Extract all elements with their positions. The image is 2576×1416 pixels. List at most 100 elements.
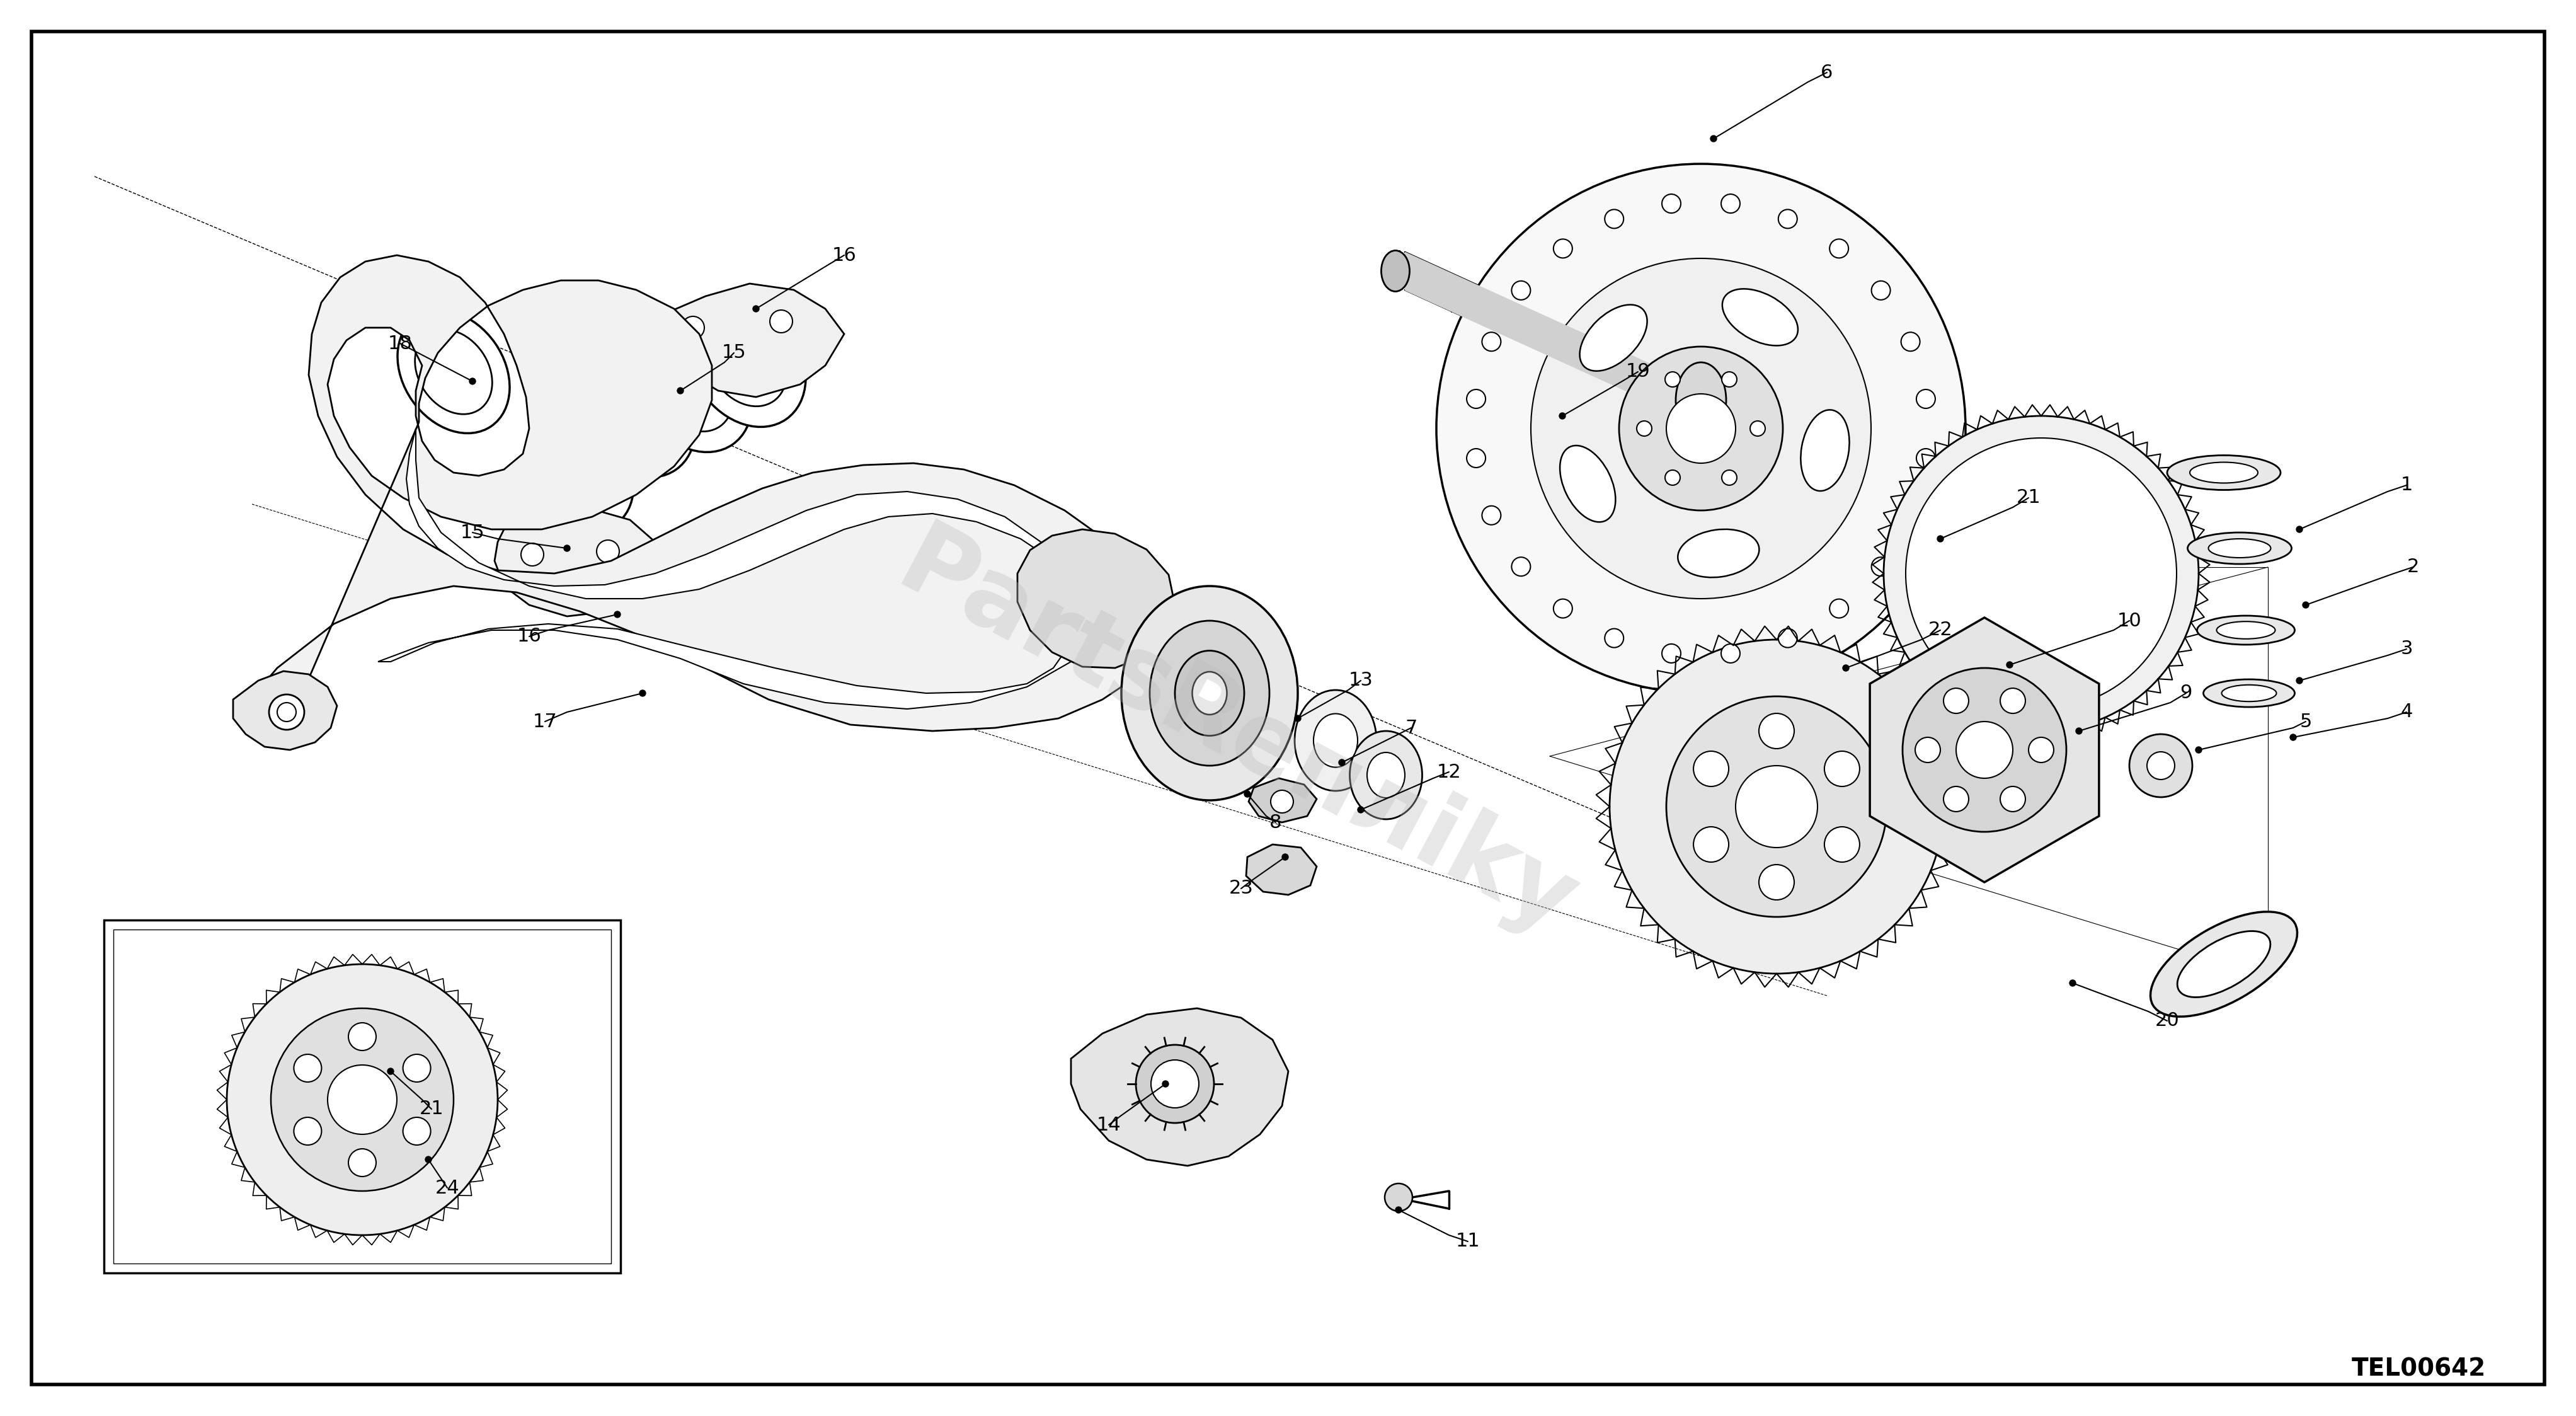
Circle shape bbox=[1829, 239, 1850, 258]
Circle shape bbox=[2290, 733, 2295, 741]
Text: 16: 16 bbox=[832, 246, 855, 265]
Ellipse shape bbox=[415, 330, 492, 413]
Text: 5: 5 bbox=[2300, 712, 2311, 731]
Polygon shape bbox=[1870, 617, 2099, 882]
Circle shape bbox=[268, 694, 304, 729]
Ellipse shape bbox=[2208, 539, 2272, 558]
Circle shape bbox=[348, 1148, 376, 1177]
Circle shape bbox=[1396, 1206, 1401, 1214]
Circle shape bbox=[1283, 854, 1288, 860]
Circle shape bbox=[425, 1157, 433, 1163]
Polygon shape bbox=[649, 283, 845, 396]
Circle shape bbox=[2076, 728, 2081, 733]
Ellipse shape bbox=[1350, 731, 1422, 820]
Circle shape bbox=[1759, 714, 1795, 749]
Circle shape bbox=[1605, 210, 1623, 228]
Circle shape bbox=[639, 690, 647, 697]
Text: 2: 2 bbox=[2406, 558, 2419, 576]
Ellipse shape bbox=[2202, 680, 2295, 707]
Text: 7: 7 bbox=[1404, 719, 1417, 736]
Ellipse shape bbox=[1368, 752, 1404, 797]
Circle shape bbox=[1466, 449, 1486, 467]
Polygon shape bbox=[1018, 530, 1175, 668]
Circle shape bbox=[1842, 666, 1850, 671]
Circle shape bbox=[770, 310, 793, 333]
Circle shape bbox=[1870, 556, 1891, 576]
Circle shape bbox=[1340, 759, 1345, 766]
Polygon shape bbox=[232, 671, 337, 750]
Circle shape bbox=[1901, 333, 1919, 351]
Bar bbox=[113, 929, 611, 1263]
Circle shape bbox=[1937, 535, 1942, 542]
Ellipse shape bbox=[1149, 620, 1270, 766]
Ellipse shape bbox=[1381, 251, 1409, 292]
Ellipse shape bbox=[2221, 685, 2277, 701]
Polygon shape bbox=[1247, 844, 1316, 895]
Circle shape bbox=[1904, 668, 2066, 831]
Circle shape bbox=[752, 306, 760, 312]
Circle shape bbox=[1512, 280, 1530, 300]
Text: 16: 16 bbox=[518, 627, 541, 646]
Circle shape bbox=[1999, 688, 2025, 714]
Circle shape bbox=[1437, 164, 1965, 694]
Ellipse shape bbox=[2177, 932, 2269, 997]
Text: 23: 23 bbox=[1229, 879, 1255, 898]
Circle shape bbox=[564, 545, 569, 551]
Ellipse shape bbox=[688, 297, 806, 426]
Circle shape bbox=[1662, 194, 1680, 212]
Circle shape bbox=[1662, 644, 1680, 663]
Ellipse shape bbox=[1579, 304, 1646, 371]
Circle shape bbox=[1777, 210, 1798, 228]
Text: 24: 24 bbox=[435, 1178, 459, 1197]
Circle shape bbox=[613, 612, 621, 617]
Circle shape bbox=[1942, 786, 1968, 811]
Circle shape bbox=[1296, 715, 1301, 722]
Circle shape bbox=[294, 1117, 322, 1146]
Polygon shape bbox=[1072, 1008, 1288, 1165]
Circle shape bbox=[1906, 438, 2177, 709]
Circle shape bbox=[683, 316, 703, 338]
Circle shape bbox=[2295, 677, 2303, 684]
Circle shape bbox=[2295, 527, 2303, 532]
Ellipse shape bbox=[1296, 690, 1376, 792]
Circle shape bbox=[1481, 333, 1502, 351]
Ellipse shape bbox=[2187, 532, 2293, 564]
Circle shape bbox=[2007, 661, 2012, 668]
Text: 14: 14 bbox=[1097, 1116, 1121, 1134]
Ellipse shape bbox=[2197, 616, 2295, 644]
Polygon shape bbox=[1249, 779, 1316, 823]
Circle shape bbox=[1530, 258, 1870, 599]
Circle shape bbox=[1610, 640, 1942, 974]
Circle shape bbox=[1942, 688, 1968, 714]
Circle shape bbox=[1917, 449, 1935, 467]
Circle shape bbox=[1553, 599, 1571, 617]
Circle shape bbox=[1955, 722, 2012, 779]
Circle shape bbox=[1136, 1045, 1213, 1123]
Circle shape bbox=[1151, 1061, 1198, 1107]
Ellipse shape bbox=[2151, 912, 2298, 1017]
Text: 9: 9 bbox=[2179, 684, 2192, 702]
Ellipse shape bbox=[1801, 409, 1850, 491]
Ellipse shape bbox=[1677, 362, 1726, 438]
Ellipse shape bbox=[577, 348, 696, 477]
Ellipse shape bbox=[1193, 671, 1226, 715]
Ellipse shape bbox=[634, 323, 752, 452]
Circle shape bbox=[1692, 750, 1728, 786]
Text: 13: 13 bbox=[1347, 671, 1373, 690]
Bar bbox=[103, 920, 621, 1273]
Text: 22: 22 bbox=[1929, 622, 1953, 639]
Circle shape bbox=[1829, 599, 1850, 617]
Circle shape bbox=[598, 539, 618, 562]
Circle shape bbox=[469, 378, 477, 384]
Circle shape bbox=[1777, 629, 1798, 647]
Circle shape bbox=[1736, 766, 1819, 848]
Circle shape bbox=[1512, 556, 1530, 576]
Circle shape bbox=[386, 1068, 394, 1075]
Text: 3: 3 bbox=[2401, 640, 2414, 658]
Text: 18: 18 bbox=[389, 334, 412, 353]
Circle shape bbox=[677, 388, 683, 394]
Circle shape bbox=[402, 1117, 430, 1146]
Circle shape bbox=[2069, 980, 2076, 986]
Ellipse shape bbox=[1314, 714, 1358, 767]
Circle shape bbox=[1636, 421, 1651, 436]
